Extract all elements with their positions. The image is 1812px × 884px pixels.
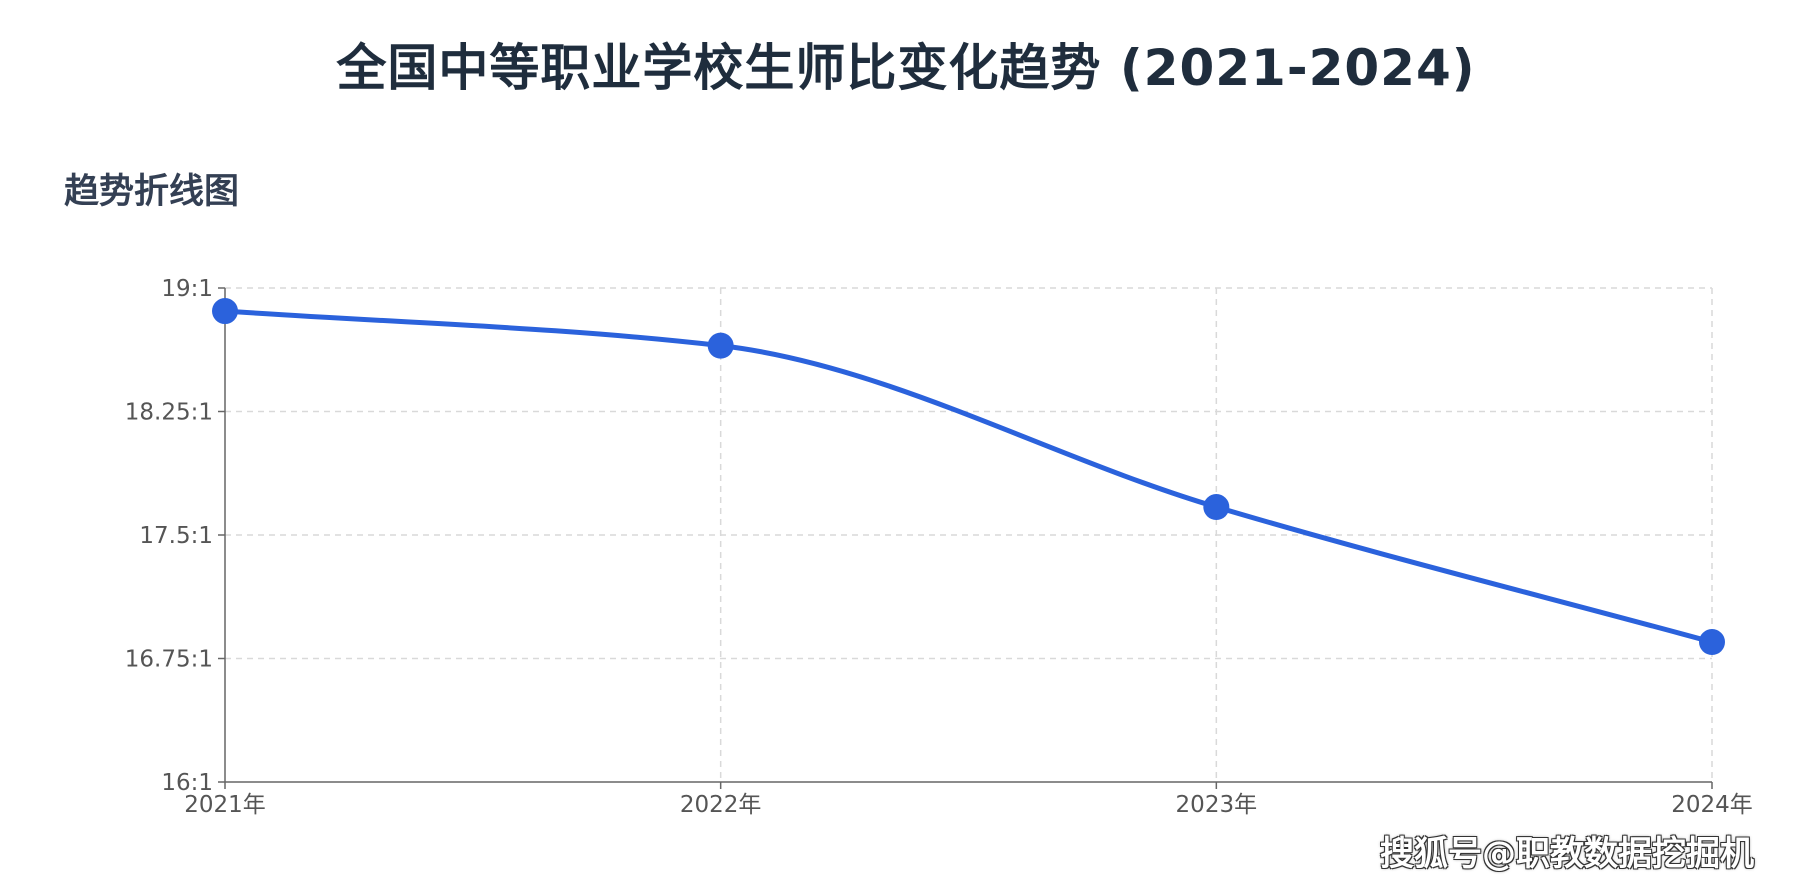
x-tick-label: 2022年 <box>680 792 762 818</box>
x-tick-label: 2023年 <box>1176 792 1258 818</box>
y-tick-label: 16.75:1 <box>125 647 213 673</box>
y-tick-label: 16:1 <box>161 770 213 796</box>
axis-layer: 16:1 16.75:1 17.5:1 18.25:1 19:1 2021年 2022年 20… <box>125 276 1753 818</box>
data-point <box>212 298 238 325</box>
grid-layer <box>225 287 1713 782</box>
chart-subtitle: 趋势折线图 <box>64 172 240 212</box>
series-line <box>222 308 1715 645</box>
y-tick-label: 17.5:1 <box>139 523 213 549</box>
y-tick-label: 18.25:1 <box>125 400 213 426</box>
chart-title: 全国中等职业学校生师比变化趋势 (2021-2024) <box>336 39 1476 97</box>
data-point <box>1699 629 1725 656</box>
x-tick-label: 2024年 <box>1671 792 1753 818</box>
series-layer <box>212 298 1725 656</box>
y-tick-label: 19:1 <box>161 276 213 302</box>
data-point <box>707 332 734 359</box>
x-tick-label: 2021年 <box>184 792 266 818</box>
data-point <box>1203 494 1230 521</box>
watermark: 搜狐号@职教数据挖掘机 <box>1380 834 1754 874</box>
